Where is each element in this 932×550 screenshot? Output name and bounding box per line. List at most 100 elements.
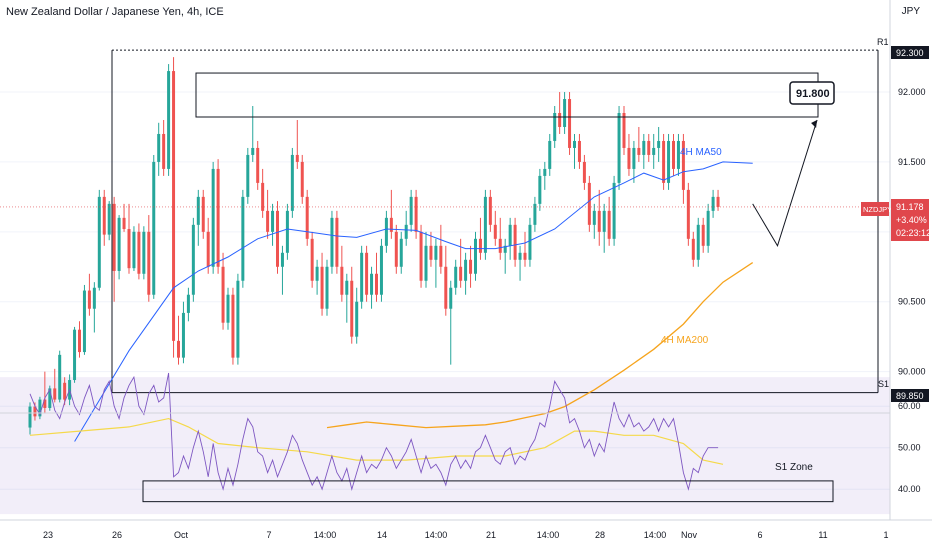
candle-body [429,245,433,260]
candle-body [97,196,101,288]
candle-body [122,217,126,230]
candle-body [622,113,626,148]
candle-body [370,273,374,295]
bottom-label-box [891,389,929,402]
time-tick-label: 21 [486,530,496,540]
time-axis[interactable]: 23 26 Oct 7 14:00 14 14:00 21 14:00 28 14:00 Nov 6 11… [43,530,889,540]
candle-body [206,231,210,267]
candle-body [177,340,180,358]
candle-body [469,259,473,274]
candle-body [78,329,81,353]
candle-body [652,147,656,155]
bar-countdown: 02:23:12 [896,228,931,238]
candle-body [285,210,289,253]
rsi-ma-line [29,417,724,465]
candle-body [310,238,314,281]
candle-body [706,210,710,246]
time-tick-label: 26 [112,530,122,540]
candle-body [172,71,176,341]
candle-body [637,147,641,155]
candle-body [360,252,364,302]
price-change: +3.40% [896,215,927,225]
candle-body [533,203,537,225]
candle-body [459,266,463,281]
candle-body [320,266,324,309]
candle-body [266,210,270,232]
ticker-label: NZDJPY [863,205,892,214]
candle-body [167,71,171,169]
candle-body [191,224,195,295]
candle-body [483,196,487,253]
projection-arrowhead [811,119,818,128]
rsi-band [0,377,890,515]
candle-body [597,210,601,232]
candle-body [518,252,522,260]
rsi-pane[interactable] [0,413,890,520]
target-label: 91.800 [796,88,830,100]
rsi-line [29,372,719,491]
candle-body [335,217,339,267]
candle-body [330,217,334,267]
currency-label[interactable]: JPY [901,6,920,17]
target-label-box[interactable] [789,81,835,105]
candle-body [241,196,245,281]
candle-body [478,238,482,253]
time-tick-label: 14:00 [425,530,448,540]
candle-body [439,245,443,267]
candle-body [474,238,477,274]
candle-body [280,252,284,267]
candle-body [246,154,250,197]
candle-body [379,245,383,295]
candle-body [662,140,666,183]
top-label-box [891,46,929,59]
candle-body [548,140,552,169]
time-tick-label: 28 [595,530,605,540]
time-tick-label: Oct [174,530,189,540]
candle-body [231,294,235,358]
ma200-label: 4H MA200 [661,335,709,346]
candle-body [305,196,309,239]
candle-body [696,224,700,260]
candle-body [602,210,606,232]
candle-body [419,231,423,281]
candle-body [577,140,581,162]
candle-body [389,217,393,232]
price-tick-label: 91.500 [898,157,926,167]
candle-body [152,161,156,295]
candle-body [157,133,161,162]
candle-body [345,280,349,295]
candle-body [142,231,146,274]
candle-body [162,133,166,169]
candle-body [394,231,398,267]
rsi-tick-label: 40.00 [898,484,921,494]
chart-title: New Zealand Dollar / Japanese Yen, 4h, I… [6,6,224,18]
candle-body [28,406,32,428]
candle-body [102,196,106,235]
candle-body [276,210,279,267]
s1-zone-label: S1 Zone [775,462,813,473]
candle-body [592,210,596,225]
price-tick-label: 92.000 [898,87,926,97]
candle-body [92,287,96,309]
candle-body [454,266,458,288]
candle-body [558,113,562,127]
candle-body [449,287,453,309]
s1-label: S1 [878,379,889,389]
candle-body [573,140,576,148]
candle-body [523,252,527,260]
candle-body [676,140,680,169]
last-price: 91.178 [896,202,924,212]
candle-body [186,294,190,313]
candle-body [508,224,512,246]
candle-body [340,266,344,295]
candle-body [295,154,299,162]
candle-body [48,388,52,408]
candle-body [716,196,720,207]
price-pane[interactable] [0,28,890,413]
rsi-axis[interactable]: 60.00 50.00 40.00 [898,401,921,494]
candle-body [424,245,428,281]
candle-body [563,99,567,127]
ma50-label: 4H MA50 [680,147,722,158]
candle-body [612,182,616,239]
